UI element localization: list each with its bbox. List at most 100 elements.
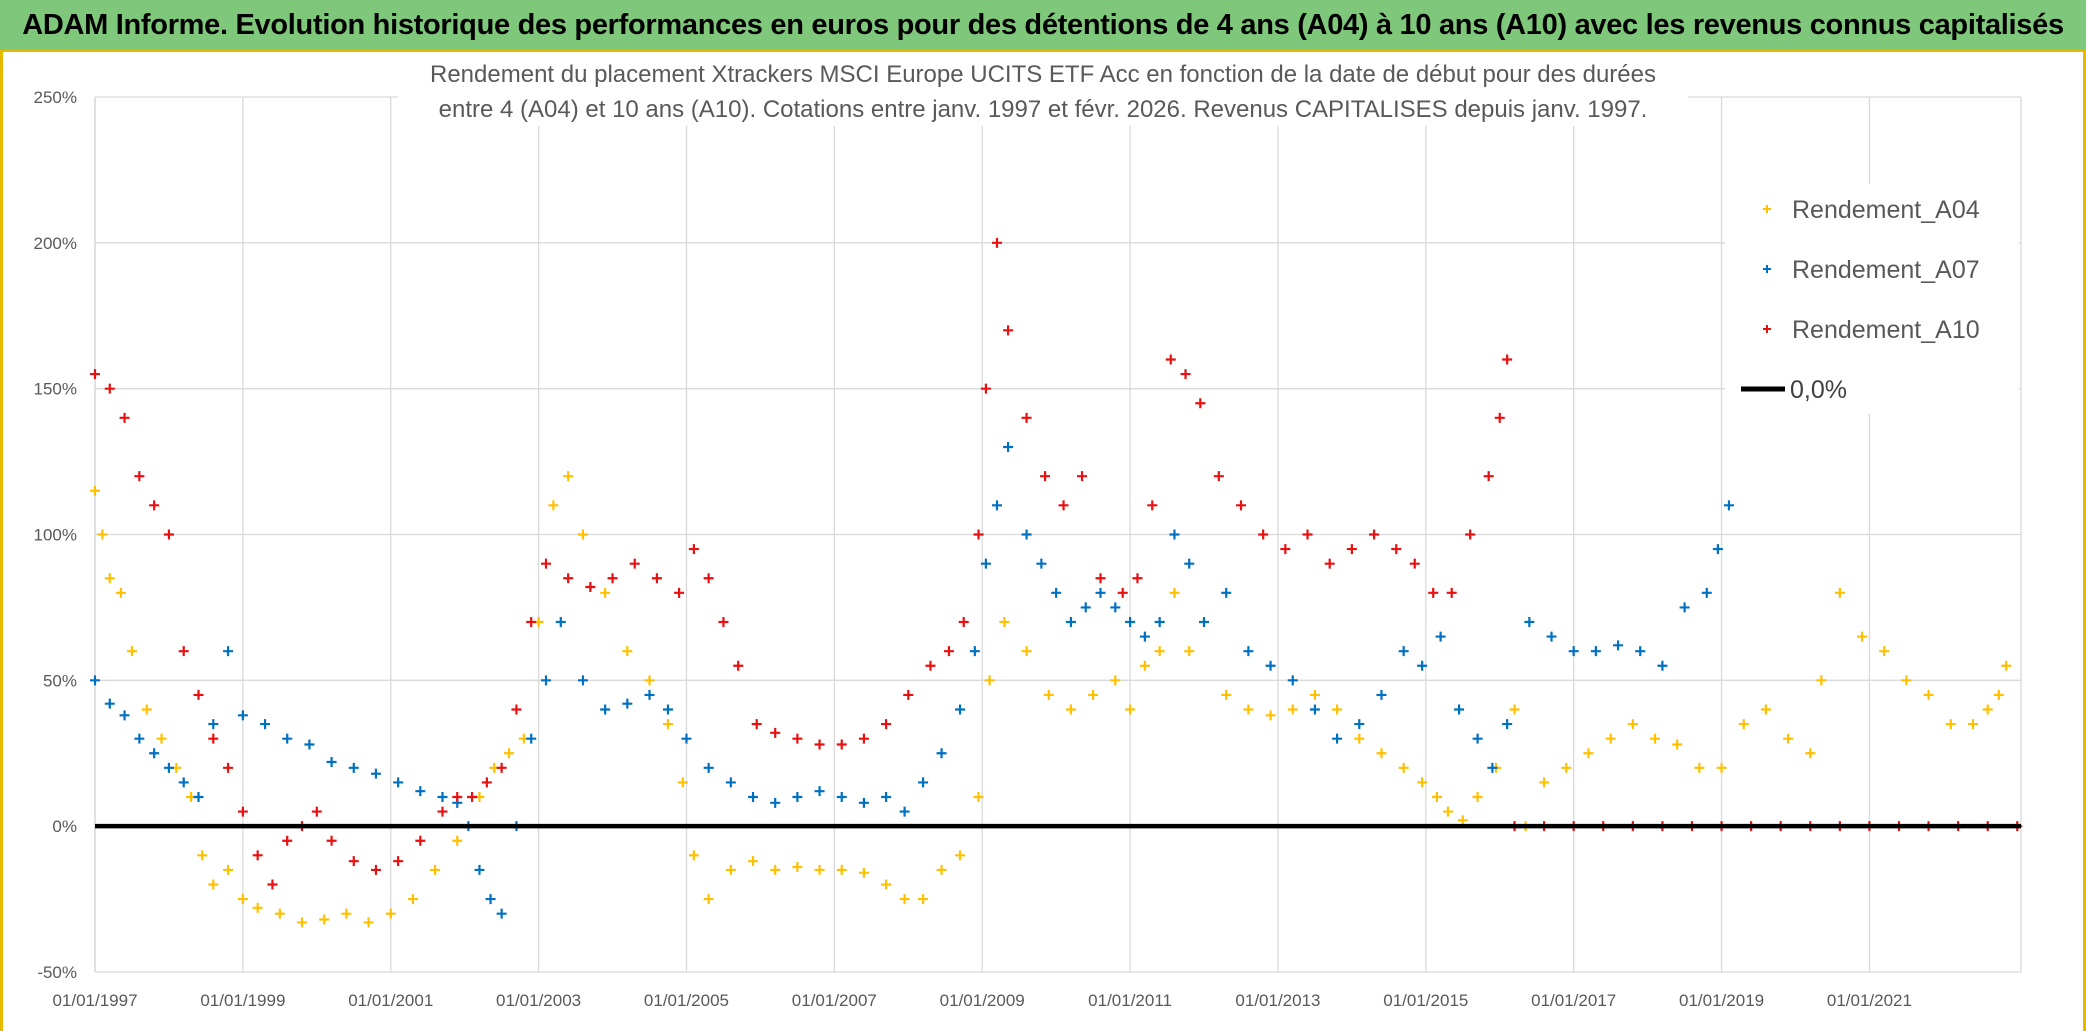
data-point bbox=[1184, 558, 1195, 569]
data-point bbox=[407, 894, 418, 905]
data-point bbox=[836, 864, 847, 875]
data-point bbox=[178, 777, 189, 788]
data-point bbox=[662, 719, 673, 730]
data-point bbox=[1021, 412, 1032, 423]
data-point bbox=[104, 698, 115, 709]
chart-banner-title: ADAM Informe. Evolution historique des p… bbox=[0, 0, 2086, 52]
data-point bbox=[1095, 587, 1106, 598]
data-point bbox=[1080, 602, 1091, 613]
data-point bbox=[814, 864, 825, 875]
data-point bbox=[814, 786, 825, 797]
chart-title: Rendement du placement Xtrackers MSCI Eu… bbox=[398, 54, 1688, 126]
data-point bbox=[90, 485, 100, 496]
data-point bbox=[1805, 748, 1816, 759]
data-point bbox=[1110, 602, 1121, 613]
data-point bbox=[541, 558, 552, 569]
data-point bbox=[792, 792, 803, 802]
data-point bbox=[1398, 646, 1409, 657]
data-point bbox=[1454, 704, 1465, 715]
data-point bbox=[1154, 646, 1165, 657]
x-tick-label: 01/01/2007 bbox=[792, 991, 877, 1010]
data-point bbox=[1546, 631, 1557, 642]
legend-label: Rendement_A07 bbox=[1792, 256, 1980, 284]
data-point bbox=[644, 675, 655, 686]
data-point bbox=[980, 383, 991, 394]
data-point bbox=[119, 710, 130, 721]
data-point bbox=[481, 777, 492, 788]
y-tick-label: 250% bbox=[34, 88, 77, 107]
series bbox=[90, 237, 2023, 928]
data-point bbox=[504, 748, 515, 759]
data-point bbox=[1302, 529, 1313, 540]
data-point bbox=[555, 617, 566, 627]
data-point bbox=[223, 864, 234, 875]
data-point bbox=[984, 675, 995, 686]
data-point bbox=[452, 792, 463, 802]
title-background bbox=[398, 54, 1688, 126]
data-point bbox=[2001, 660, 2012, 671]
data-point bbox=[208, 719, 219, 730]
data-point bbox=[1723, 500, 1734, 511]
data-point bbox=[955, 850, 966, 861]
data-point bbox=[282, 733, 293, 744]
data-point bbox=[208, 733, 219, 744]
data-point bbox=[282, 835, 293, 846]
data-point bbox=[467, 792, 478, 802]
data-point bbox=[370, 768, 381, 779]
data-point bbox=[1435, 631, 1446, 642]
x-axis: 01/01/1997 01/01/1999 01/01/2001 01/01/2003… bbox=[52, 991, 1912, 1010]
chart-area: -50% 0% 50% 100% 150% 200% 250% 01/01/1997 01/0… bbox=[0, 52, 2086, 1031]
data-point bbox=[936, 748, 947, 759]
legend-swatch bbox=[1763, 205, 1771, 213]
data-point bbox=[1265, 660, 1276, 671]
data-point bbox=[725, 864, 736, 875]
data-point bbox=[141, 704, 152, 715]
data-point bbox=[104, 573, 115, 584]
data-point bbox=[1324, 558, 1335, 569]
data-point bbox=[1568, 646, 1579, 657]
data-point bbox=[1428, 587, 1439, 598]
data-point bbox=[1199, 617, 1210, 627]
data-point bbox=[1003, 325, 1014, 336]
data-point bbox=[1945, 719, 1956, 730]
data-point bbox=[1923, 689, 1934, 700]
data-point bbox=[703, 762, 714, 773]
data-point bbox=[415, 786, 426, 797]
data-point bbox=[1139, 660, 1150, 671]
data-point bbox=[748, 792, 759, 802]
data-point bbox=[485, 894, 496, 905]
data-point bbox=[304, 739, 315, 750]
data-point bbox=[1901, 675, 1912, 686]
data-point bbox=[370, 864, 381, 875]
data-point bbox=[733, 660, 744, 671]
x-tick-label: 01/01/2019 bbox=[1679, 991, 1764, 1010]
data-point bbox=[1472, 792, 1483, 802]
x-tick-label: 01/01/2011 bbox=[1088, 991, 1172, 1010]
data-point bbox=[1494, 412, 1505, 423]
data-point bbox=[1058, 500, 1069, 511]
data-point bbox=[1465, 529, 1476, 540]
data-point bbox=[836, 792, 847, 802]
x-tick-label: 01/01/1999 bbox=[200, 991, 285, 1010]
data-point bbox=[452, 835, 463, 846]
data-point bbox=[1265, 710, 1276, 721]
chart-title-line: Rendement du placement Xtrackers MSCI Eu… bbox=[430, 61, 1656, 88]
data-point bbox=[393, 777, 404, 788]
data-point bbox=[622, 698, 633, 709]
y-tick-label: 200% bbox=[34, 234, 77, 253]
data-point bbox=[1065, 704, 1076, 715]
data-point bbox=[430, 864, 441, 875]
data-point bbox=[1483, 471, 1494, 482]
data-point bbox=[1132, 573, 1143, 584]
data-point bbox=[496, 762, 507, 773]
data-point bbox=[674, 587, 685, 598]
data-point bbox=[193, 689, 204, 700]
data-point bbox=[973, 529, 984, 540]
data-point bbox=[1993, 689, 2004, 700]
data-point bbox=[1332, 704, 1343, 715]
data-point bbox=[1679, 602, 1690, 613]
data-point bbox=[1221, 689, 1232, 700]
data-point bbox=[1967, 719, 1978, 730]
data-point bbox=[252, 850, 263, 861]
data-point bbox=[1036, 558, 1047, 569]
